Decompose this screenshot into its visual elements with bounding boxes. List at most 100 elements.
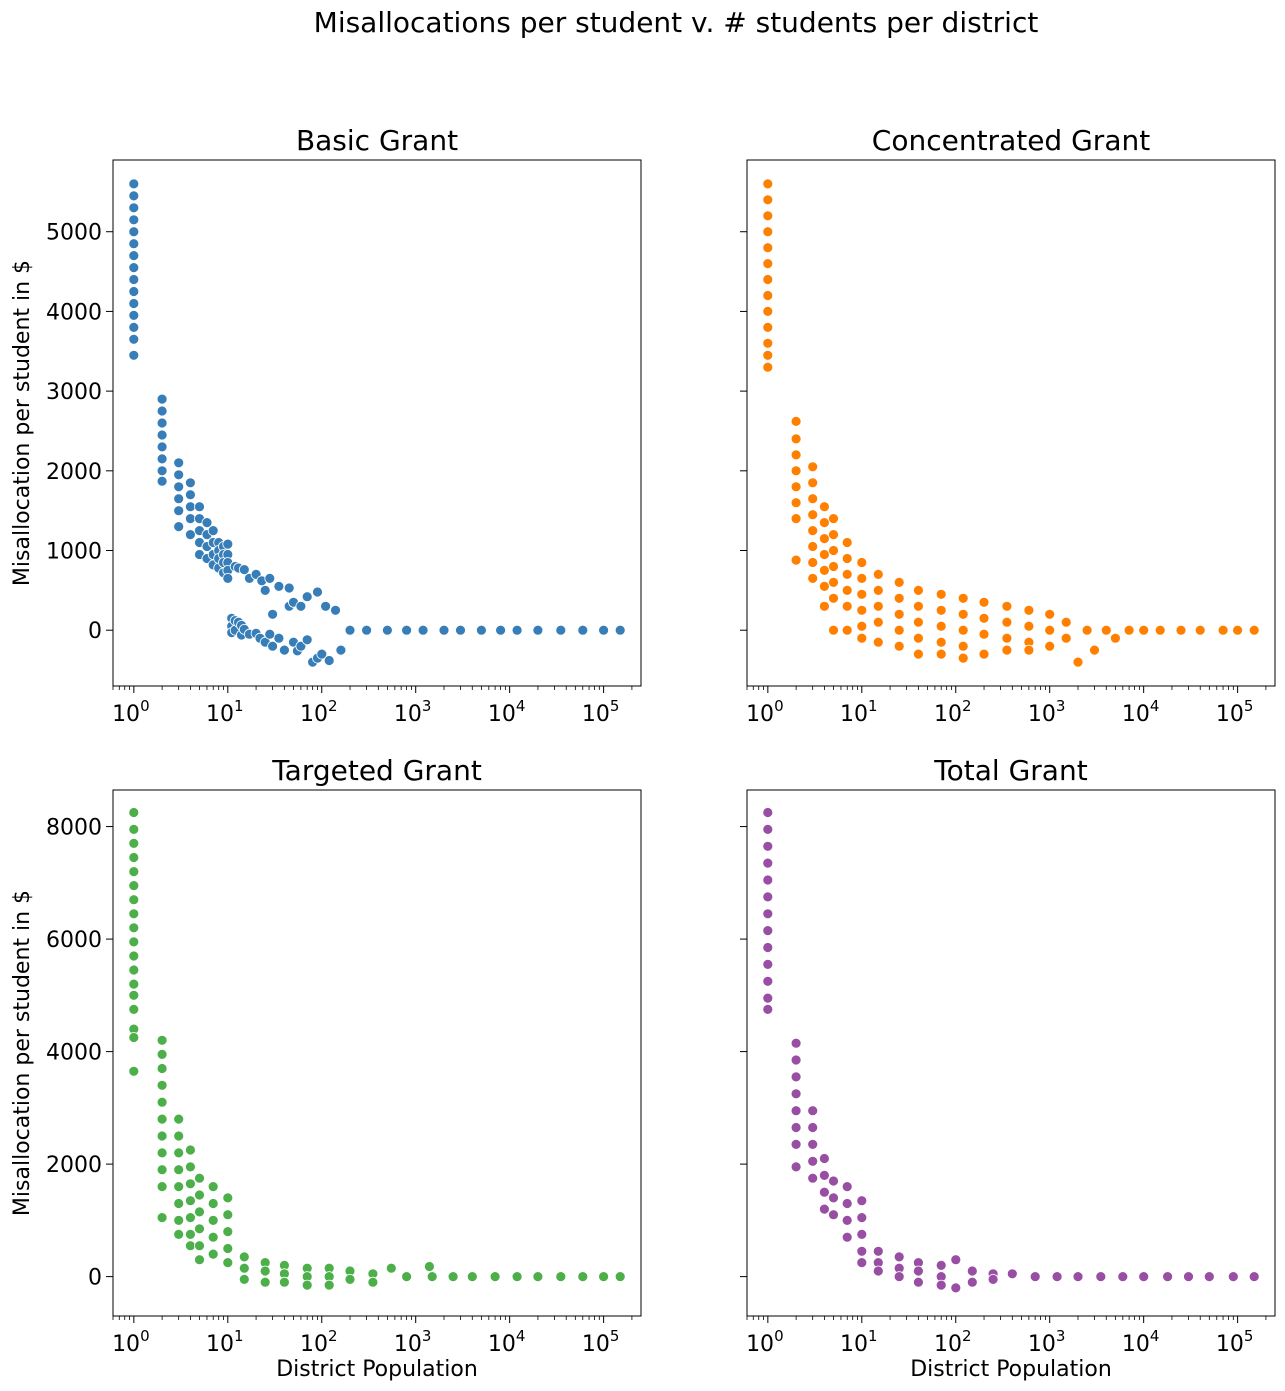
data-point [173,1130,185,1142]
data-point [466,1271,478,1282]
x-tick-exponent: 3 [1056,697,1066,715]
data-point [156,441,168,453]
data-point [173,1147,185,1159]
x-tick-exponent: 4 [516,1327,526,1345]
x-tick-exponent: 3 [1056,1327,1066,1345]
data-point [128,989,140,1001]
data-point [807,525,819,536]
data-point [194,1240,205,1252]
data-point [935,620,947,632]
x-tick-exponent: 2 [962,697,972,715]
data-point [1227,1271,1239,1282]
data-point [807,509,819,521]
data-point [978,648,990,660]
data-point [841,553,853,564]
data-point [978,628,990,640]
data-point [184,1212,196,1223]
data-point [385,1262,397,1274]
data-point [222,573,234,584]
data-points [762,178,1260,668]
data-point [872,600,884,612]
data-point [762,242,774,254]
data-point [935,604,947,616]
data-point [957,652,969,664]
data-point [1123,624,1135,636]
data-point [323,655,335,666]
data-point [841,1231,853,1243]
data-point [935,1279,947,1291]
data-point [762,290,774,301]
data-point [361,624,373,636]
data-point [872,1265,884,1277]
data-point [301,1279,313,1291]
data-point [173,1198,185,1209]
data-point [762,857,774,869]
data-point [762,1004,774,1015]
data-point [828,561,839,572]
data-point [807,1122,819,1133]
data-point [828,529,839,540]
data-point [841,1181,853,1192]
data-point [762,925,774,936]
data-point [790,1139,802,1150]
data-point [555,1271,567,1282]
plot-frame [112,159,642,687]
figure-title: Misallocations per student v. # students… [314,6,1039,39]
data-point [935,588,947,600]
data-point [1060,616,1072,628]
data-point [173,457,185,469]
data-point [790,513,802,524]
y-axis-label: Misallocation per student in $ [10,260,35,586]
data-point [173,1181,185,1192]
data-point [856,588,868,600]
data-point [128,1065,140,1077]
data-point [828,1192,839,1204]
data-point [1248,624,1260,636]
panel-targeted-grant: Targeted Grant Misallocation per student… [10,754,642,1382]
data-points [128,807,626,1291]
data-point [762,361,774,373]
x-tick-exponent: 1 [868,697,878,715]
data-point [207,1215,219,1226]
data-point [273,581,285,592]
data-point [156,1130,168,1142]
data-point [511,624,523,636]
data-point [184,477,196,489]
data-point [278,644,290,656]
y-tick-label: 2000 [46,1153,102,1178]
data-point [856,1229,868,1240]
data-point [762,178,774,190]
data-point [1138,1271,1150,1282]
data-point [841,585,853,596]
data-point [819,565,830,576]
x-tick-exponent: 3 [422,697,432,715]
data-point [762,874,774,886]
data-point [828,577,839,588]
data-point [128,250,140,262]
x-tick-exponent: 5 [1244,1327,1254,1345]
data-point [893,640,905,652]
data-point [267,640,279,652]
data-point [438,624,450,636]
data-point [856,604,868,616]
x-axis-label: District Population [910,1357,1112,1382]
data-point [1081,624,1093,636]
data-point [128,978,140,990]
data-point [128,238,140,250]
data-point [841,569,853,580]
data-point [762,194,774,206]
data-point [184,1229,196,1240]
data-point [1001,644,1013,656]
data-point [790,465,802,477]
data-point [819,1153,830,1164]
data-point [128,190,140,202]
data-point [1044,608,1056,620]
data-point [128,824,140,835]
data-point [207,1181,219,1192]
panel-title: Concentrated Grant [872,124,1150,157]
data-point [128,274,140,285]
data-point [893,608,905,620]
data-point [128,908,140,920]
data-point [417,624,429,636]
x-tick-exponent: 1 [234,1327,244,1345]
